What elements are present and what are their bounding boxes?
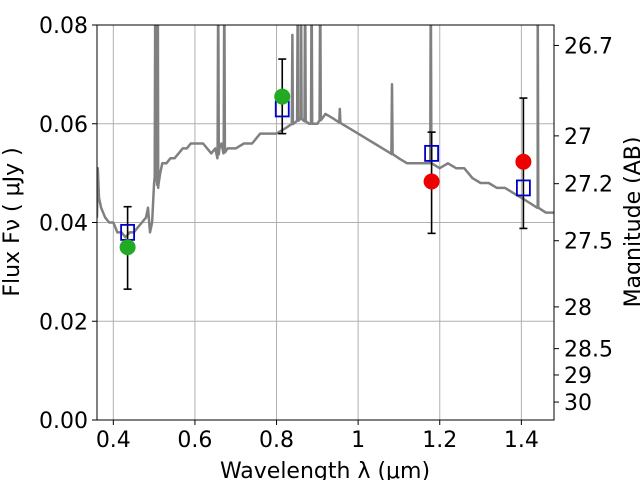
- x-tick-label: 0.4: [96, 428, 131, 453]
- y-tick-label: 0.02: [39, 310, 88, 335]
- observed-point: [423, 173, 440, 190]
- magnitude-tick-label: 29: [564, 364, 592, 389]
- y-tick-label: 0.06: [39, 113, 88, 138]
- observed-point: [119, 239, 136, 256]
- magnitude-tick-label: 30: [564, 391, 592, 416]
- observed-point: [274, 88, 291, 105]
- model-point-square: [424, 144, 439, 162]
- x-tick-label: 0.8: [259, 428, 294, 453]
- y-tick-label: 0.04: [39, 212, 88, 237]
- magnitude-tick-label: 26.7: [564, 34, 613, 59]
- x-axis-label: Wavelength λ (μm): [220, 459, 430, 480]
- magnitude-axis-label: Magnitude (AB): [621, 137, 640, 308]
- magnitude-tick-label: 27: [564, 125, 592, 150]
- y-axis: 0.00 0.02 0.04 0.06 0.08: [39, 14, 97, 434]
- observed-point: [515, 153, 532, 170]
- template-spectrum: [97, 25, 554, 239]
- x-tick-label: 0.6: [177, 428, 212, 453]
- x-tick-label: 1.2: [422, 428, 457, 453]
- model-point-square: [515, 179, 531, 197]
- y-axis-label: Flux Fν ( μJy ): [0, 147, 25, 296]
- magnitude-tick-label: 28.5: [564, 338, 613, 363]
- spectrum-line: [97, 25, 554, 239]
- magnitude-tick-label: 27.2: [564, 173, 613, 198]
- observed-points: [119, 88, 532, 256]
- magnitude-tick-label: 28: [564, 296, 592, 321]
- x-tick-label: 1.4: [504, 428, 539, 453]
- y-tick-label: 0.00: [39, 409, 88, 434]
- x-tick-label: 1: [351, 428, 365, 453]
- magnitude-tick-label: 27.5: [564, 230, 613, 255]
- y-tick-label: 0.08: [39, 14, 88, 39]
- x-axis: 0.4 0.6 0.8 1 1.2 1.4: [96, 420, 539, 453]
